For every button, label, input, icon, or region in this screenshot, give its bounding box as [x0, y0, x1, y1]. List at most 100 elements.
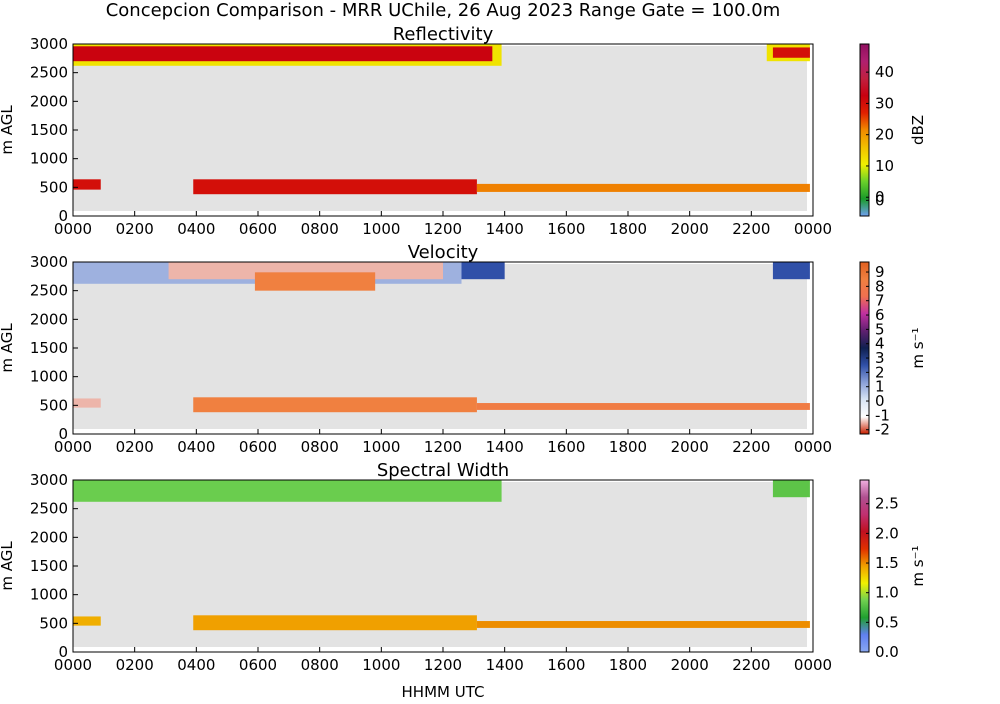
panel-title: Spectral Width: [377, 460, 509, 481]
panel-2: Velocity050010001500200025003000m AGL000…: [0, 242, 927, 456]
colorbar-tick-label: 0.0: [875, 643, 899, 661]
x-tick-label: 0200: [116, 656, 154, 674]
y-tick-label: 1000: [30, 368, 68, 386]
colorbar-tick-label: 3: [875, 349, 885, 367]
panel-title: Reflectivity: [393, 24, 494, 45]
x-tick-label: 0600: [239, 656, 277, 674]
colorbar-tick-label: 0: [875, 191, 885, 209]
panels: Reflectivity050010001500200025003000m AG…: [0, 24, 927, 674]
colorbar-tick-label: 2: [875, 363, 885, 381]
x-tick-label: 0000: [794, 656, 832, 674]
data-region-upper-layer-core: [73, 46, 493, 62]
data-region-upper-layer-salmon: [254, 272, 376, 291]
y-tick-label: 3000: [30, 35, 68, 53]
x-tick-label: 1600: [547, 656, 585, 674]
y-tick-label: 2500: [30, 500, 68, 518]
x-tick-label: 0000: [794, 438, 832, 456]
colorbar-label: dBZ: [909, 115, 927, 145]
x-tick-label: 2000: [671, 656, 709, 674]
colorbar-tick-label: 1.0: [875, 584, 899, 602]
y-tick-label: 0: [58, 425, 68, 443]
colorbar-tick-label: 30: [875, 94, 894, 112]
colorbar-label: m s⁻¹: [909, 327, 927, 368]
colorbar-tick-label: 40: [875, 63, 894, 81]
y-tick-label: 2500: [30, 282, 68, 300]
x-tick-label: 1200: [424, 438, 462, 456]
y-tick-label: 2000: [30, 528, 68, 546]
y-tick-label: 2000: [30, 310, 68, 328]
y-tick-label: 1500: [30, 339, 68, 357]
x-tick-label: 0000: [794, 220, 832, 238]
figure-title: Concepcion Comparison - MRR UChile, 26 A…: [106, 0, 781, 21]
colorbar-tick-label: 7: [875, 292, 885, 310]
y-tick-label: 1500: [30, 121, 68, 139]
panel-1: Reflectivity 0 500 1000 1500 2000 2500 3000 m AG…: [0, 24, 927, 238]
y-axis-label: m AGL: [0, 323, 16, 373]
y-tick-label: 500: [39, 396, 68, 414]
y-axis-label: m AGL: [0, 541, 16, 591]
data-region-upper-layer: [73, 480, 502, 502]
x-tick-label: 1000: [362, 220, 400, 238]
x-tick-label: 1200: [424, 656, 462, 674]
colorbar: [859, 261, 870, 435]
x-tick-label: 2000: [671, 438, 709, 456]
x-tick-label: 1800: [609, 656, 647, 674]
data-region-lower-layer-morning: [193, 179, 477, 195]
x-tick-label: 0200: [116, 220, 154, 238]
y-tick-label: 0: [58, 643, 68, 661]
y-tick-label: 500: [39, 178, 68, 196]
y-tick-label: 500: [39, 614, 68, 632]
colorbar-tick-label: 20: [875, 126, 894, 144]
data-region-upper-layer-late: [772, 480, 810, 498]
x-tick-label: 2200: [732, 220, 770, 238]
x-tick-label: 0800: [301, 438, 339, 456]
x-tick-label: 0600: [239, 220, 277, 238]
colorbar: [859, 43, 870, 217]
colorbar: [859, 479, 870, 653]
y-tick-label: 3000: [30, 471, 68, 489]
panel-title: Velocity: [408, 242, 479, 263]
x-tick-label: 2200: [732, 438, 770, 456]
colorbar-tick-label: 9: [875, 263, 885, 281]
y-tick-label: 2500: [30, 64, 68, 82]
data-region-lower-layer-afternoon: [476, 183, 810, 192]
x-tick-label: 1400: [486, 220, 524, 238]
y-tick-label: 1000: [30, 150, 68, 168]
colorbar-tick-label: 0.5: [875, 613, 899, 631]
colorbar-tick-label: 0: [875, 188, 885, 206]
y-tick-label: 2000: [30, 92, 68, 110]
x-tick-label: 1400: [486, 656, 524, 674]
colorbar-tick-label: 10: [875, 157, 894, 175]
data-region-upper-layer-late-core: [772, 47, 810, 58]
x-tick-label: 2200: [732, 656, 770, 674]
x-tick-label: 2000: [671, 220, 709, 238]
x-tick-label: 0000: [54, 438, 92, 456]
data-region-lower-layer-afternoon: [476, 621, 810, 628]
data-region-upper-layer-late: [772, 262, 810, 280]
y-tick-label: 1000: [30, 586, 68, 604]
colorbar-tick-label: 6: [875, 306, 885, 324]
y-tick-label: 1500: [30, 557, 68, 575]
colorbar-label: m s⁻¹: [909, 545, 927, 586]
data-region-lower-layer-afternoon: [476, 403, 810, 410]
panel-3: Spectral Width 0 500 1000 1500 2000 2500 3000 m …: [0, 460, 927, 674]
colorbar-tick-label: 0: [875, 392, 885, 410]
x-tick-label: 0400: [177, 220, 215, 238]
x-tick-label: 0800: [301, 656, 339, 674]
colorbar-tick-label: -1: [875, 406, 890, 424]
data-region-lower-layer-early: [73, 179, 101, 190]
x-tick-label: 0000: [54, 656, 92, 674]
data-region-lower-layer-morning: [193, 615, 477, 631]
colorbar-tick-label: 2.0: [875, 524, 899, 542]
colorbar-tick-label: 2.5: [875, 495, 899, 513]
colorbar-tick-label: 1: [875, 378, 885, 396]
colorbar-tick-label: 8: [875, 277, 885, 295]
colorbar-tick-label: 5: [875, 320, 885, 338]
x-tick-label: 1000: [362, 656, 400, 674]
colorbar-tick-label: -2: [875, 421, 890, 439]
x-tick-label: 1000: [362, 438, 400, 456]
x-tick-label: 0000: [54, 220, 92, 238]
colorbar-tick-label: 4: [875, 335, 885, 353]
colorbar-tick-label: 1.5: [875, 554, 899, 572]
